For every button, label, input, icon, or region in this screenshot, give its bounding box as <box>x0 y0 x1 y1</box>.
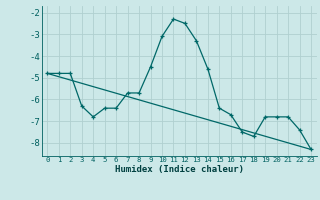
X-axis label: Humidex (Indice chaleur): Humidex (Indice chaleur) <box>115 165 244 174</box>
